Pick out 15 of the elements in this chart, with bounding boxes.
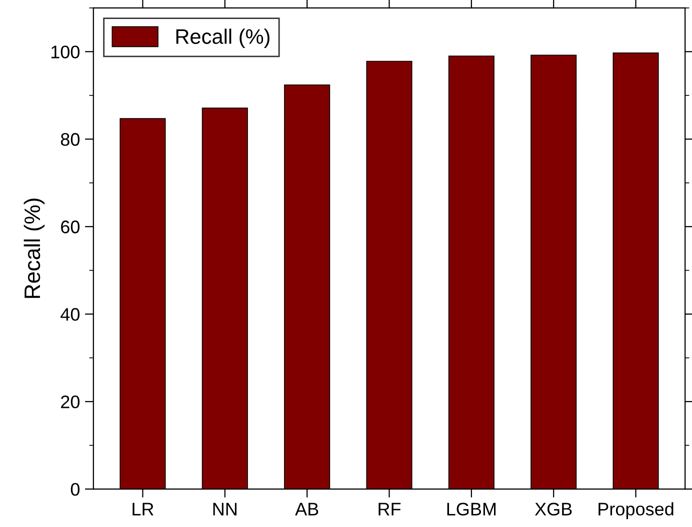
x-tick-label: Proposed (598, 502, 674, 520)
y-tick-label: 0 (70, 482, 80, 496)
legend-label: Recall (%) (176, 28, 270, 48)
x-tick-label: AB (295, 502, 318, 516)
y-tick-label: 40 (60, 308, 80, 321)
x-tick-label: LR (132, 502, 154, 516)
y-tick-label: 80 (60, 133, 80, 146)
x-tick-label: NN (213, 502, 236, 516)
y-tick-label: 60 (61, 220, 80, 234)
x-tick-label: RF (378, 502, 401, 516)
y-tick-label: 100 (51, 46, 80, 58)
x-tick-label: XGB (534, 502, 572, 516)
x-tick-label: LGBM (447, 502, 496, 516)
y-tick-label: 20 (61, 396, 80, 408)
y-axis-title: Recall (%) (24, 198, 45, 298)
